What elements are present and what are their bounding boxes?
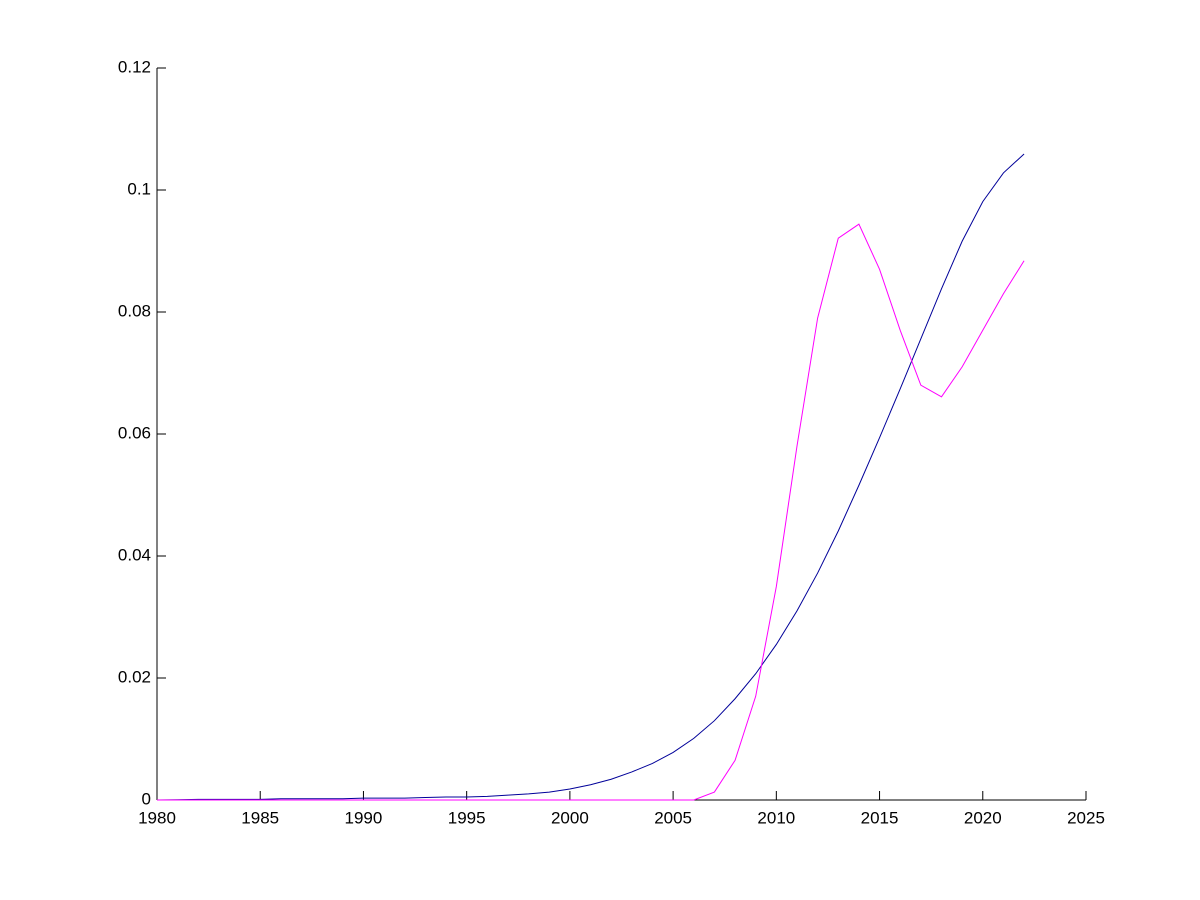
x-tick-label: 2025 — [1067, 808, 1105, 827]
y-tick-label: 0.02 — [118, 667, 151, 686]
x-tick-label: 2005 — [654, 808, 692, 827]
series-line — [157, 223, 1025, 801]
x-tick-label: 2010 — [757, 808, 795, 827]
x-tick-label: 1995 — [448, 808, 486, 827]
series-line — [156, 153, 1025, 801]
y-tick-label: 0.12 — [118, 57, 151, 76]
x-tick-label: 2000 — [551, 808, 589, 827]
x-tick-label: 1980 — [138, 808, 176, 827]
x-tick-label: 1985 — [241, 808, 279, 827]
x-tick-label: 2015 — [861, 808, 899, 827]
y-tick-label: 0 — [142, 789, 151, 808]
y-tick-label: 0.04 — [118, 545, 151, 564]
y-tick-label: 0.1 — [127, 179, 151, 198]
y-tick-label: 0.08 — [118, 301, 151, 320]
x-tick-label: 2020 — [964, 808, 1002, 827]
y-tick-label: 0.06 — [118, 423, 151, 442]
x-tick-label: 1990 — [345, 808, 383, 827]
